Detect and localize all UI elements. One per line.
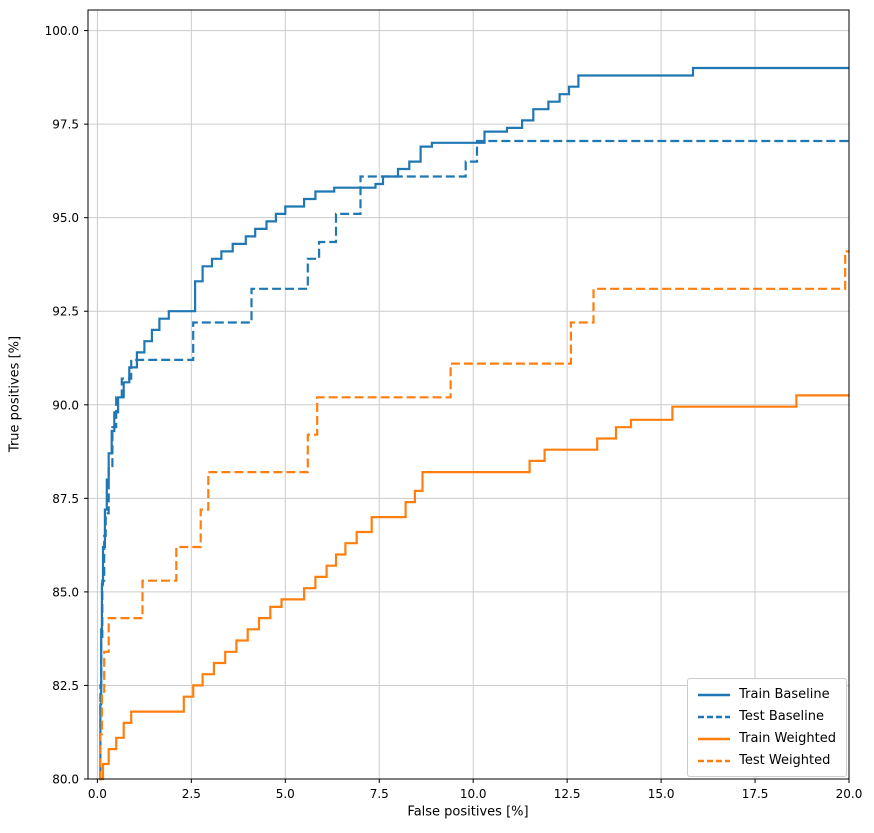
legend-line-sample-test-weighted — [698, 759, 731, 762]
y-axis-label: True positives [%] — [7, 335, 23, 453]
x-tick-label: 17.5 — [742, 787, 769, 801]
series-test-baseline — [99, 139, 849, 781]
x-tick-label: 0.0 — [88, 787, 107, 801]
x-tick-label: 7.5 — [370, 787, 389, 801]
legend-entry-test-baseline: Test Baseline — [698, 708, 836, 725]
legend-line-sample-train-weighted — [698, 737, 731, 740]
y-tick-label: 80.0 — [52, 773, 79, 787]
legend-label-train-baseline: Train Baseline — [739, 687, 830, 702]
legend-label-test-weighted: Test Weighted — [739, 753, 831, 768]
x-tick-label: 20.0 — [836, 787, 863, 801]
y-tick-label: 100.0 — [45, 24, 79, 38]
legend-line-sample-test-baseline — [698, 715, 731, 718]
y-tick-label: 97.5 — [52, 118, 79, 132]
x-tick-label: 12.5 — [554, 787, 581, 801]
y-tick-label: 85.0 — [52, 585, 79, 599]
legend-line-sample-train-baseline — [698, 693, 731, 696]
y-tick-label: 87.5 — [52, 492, 79, 506]
y-tick-label: 82.5 — [52, 679, 79, 693]
x-tick-label: 10.0 — [460, 787, 487, 801]
legend-entry-test-weighted: Test Weighted — [698, 752, 836, 769]
legend: Train Baseline Test Baseline Train Weighte… — [687, 678, 847, 777]
x-tick-label: 5.0 — [276, 787, 295, 801]
series-train-baseline — [99, 66, 849, 781]
plot-frame — [87, 9, 850, 780]
x-tick-label: 15.0 — [648, 787, 675, 801]
x-tick-label: 2.5 — [182, 787, 201, 801]
y-tick-label: 90.0 — [52, 398, 79, 412]
legend-label-test-baseline: Test Baseline — [739, 709, 824, 724]
legend-label-train-weighted: Train Weighted — [739, 731, 836, 746]
series-train-weighted — [99, 394, 849, 781]
y-tick-label: 92.5 — [52, 305, 79, 319]
series-test-weighted — [99, 250, 849, 781]
y-tick-label: 95.0 — [52, 211, 79, 225]
legend-entry-train-weighted: Train Weighted — [698, 730, 836, 747]
legend-entry-train-baseline: Train Baseline — [698, 686, 836, 703]
x-axis-label: False positives [%] — [407, 804, 529, 820]
